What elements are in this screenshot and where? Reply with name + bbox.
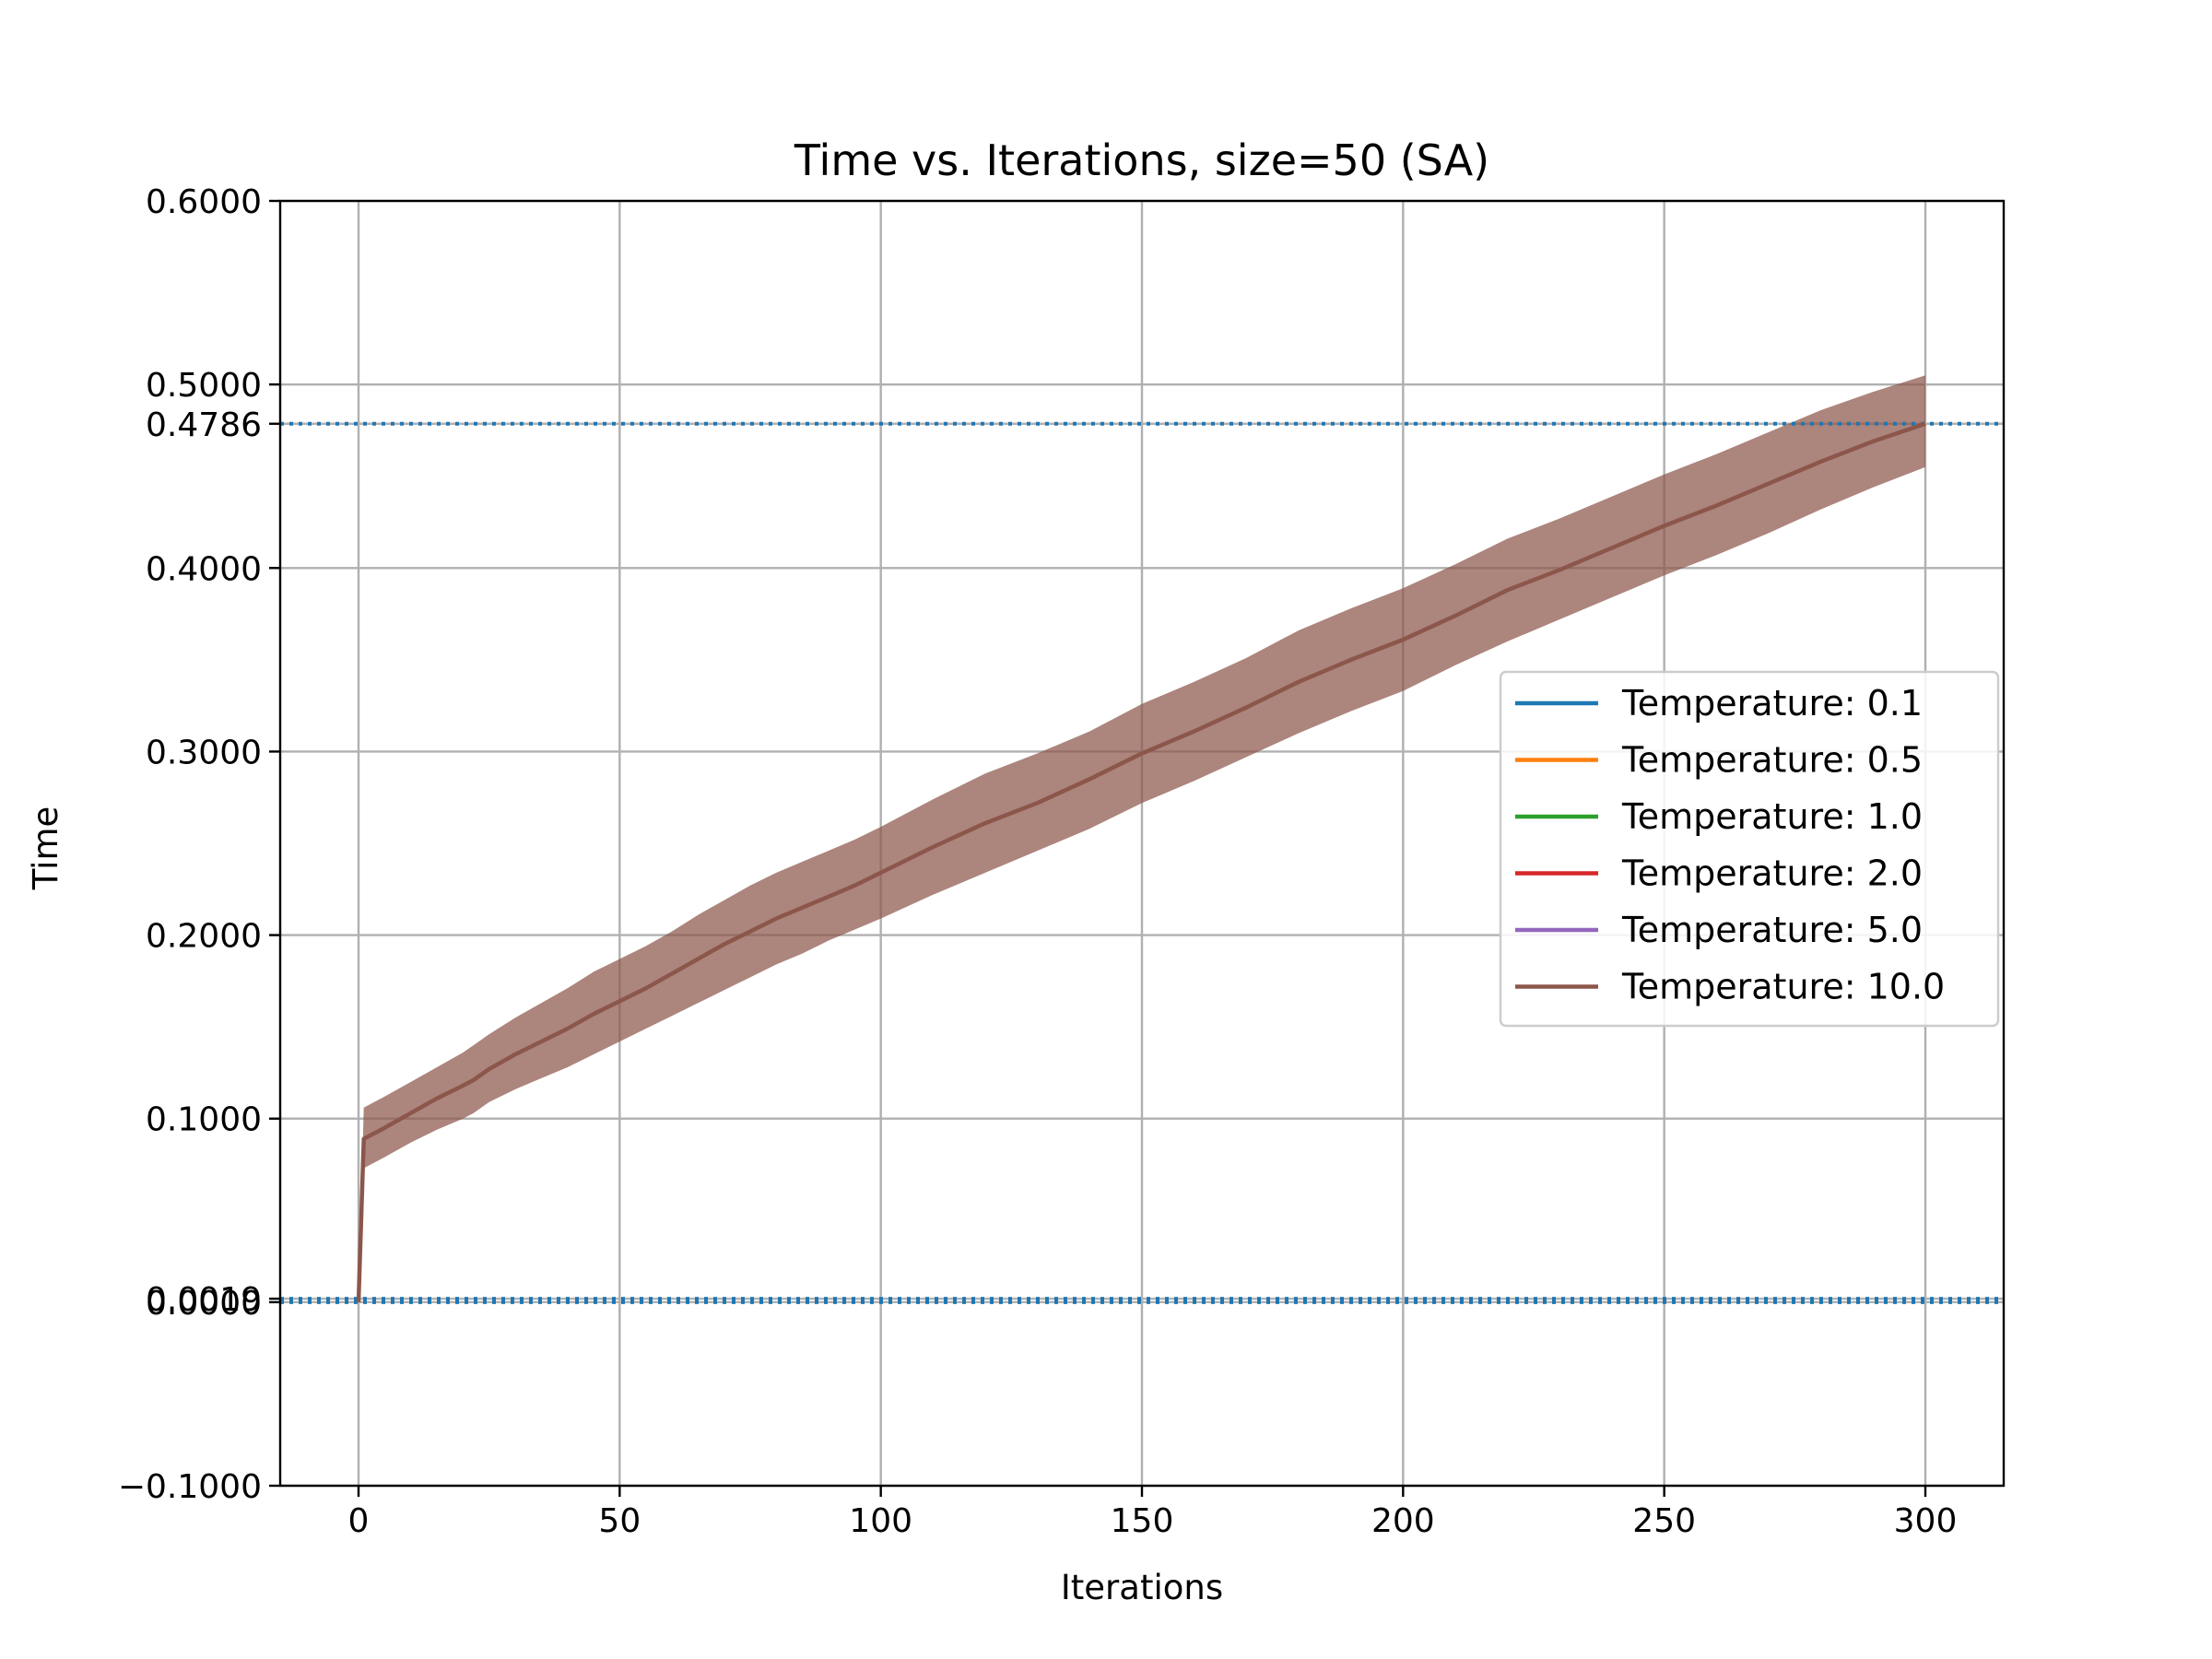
- y-tick-label-4: 0.2000: [146, 918, 262, 956]
- y-tick-label-5: 0.3000: [146, 734, 262, 771]
- legend-label-0: Temperature: 0.1: [1621, 683, 1923, 724]
- y-tick-label-6: 0.4000: [146, 550, 262, 588]
- x-tick-label-1: 50: [598, 1502, 641, 1540]
- legend-label-5: Temperature: 10.0: [1621, 967, 1945, 1007]
- y-axis-label: Time: [26, 806, 65, 891]
- chart-title: Time vs. Iterations, size=50 (SA): [794, 135, 1489, 185]
- legend-label-2: Temperature: 1.0: [1621, 796, 1923, 837]
- y-tick-label-7: 0.4786: [146, 406, 262, 444]
- y-tick-label-9: 0.6000: [146, 183, 262, 221]
- x-tick-label-4: 200: [1371, 1502, 1435, 1540]
- x-tick-label-3: 150: [1111, 1502, 1174, 1540]
- x-axis-label: Iterations: [1061, 1568, 1223, 1607]
- y-tick-label-8: 0.5000: [146, 367, 262, 405]
- x-tick-label-0: 0: [348, 1502, 370, 1540]
- y-tick-label-2: 0.0019: [146, 1281, 262, 1319]
- legend-label-1: Temperature: 0.5: [1621, 740, 1923, 781]
- x-tick-label-2: 100: [849, 1502, 912, 1540]
- x-tick-label-5: 250: [1632, 1502, 1696, 1540]
- y-tick-label-0: −0.1000: [118, 1468, 262, 1506]
- legend-label-3: Temperature: 2.0: [1621, 853, 1923, 894]
- x-tick-label-6: 300: [1894, 1502, 1958, 1540]
- legend: Temperature: 0.1 Temperature: 0.5 Temperat…: [1500, 672, 1998, 1026]
- y-tick-label-3: 0.1000: [146, 1101, 262, 1139]
- legend-label-4: Temperature: 5.0: [1621, 910, 1923, 950]
